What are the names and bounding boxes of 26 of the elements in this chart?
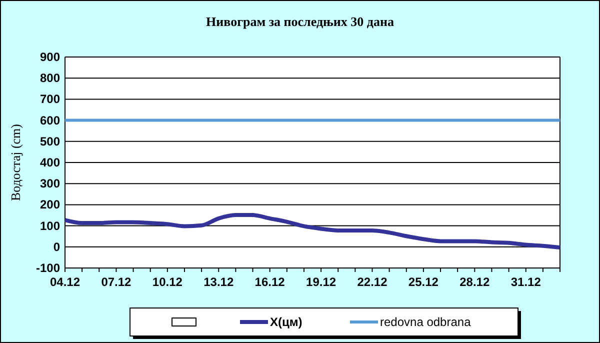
x-tick-label: 19.12 <box>306 275 336 289</box>
legend-label: X(цм) <box>270 315 302 329</box>
line-series <box>63 213 562 250</box>
x-tick-label: 04.12 <box>50 275 80 289</box>
y-tick-label: 800 <box>40 71 60 86</box>
x-tick-label: 22.12 <box>357 275 388 289</box>
legend-label: redovna odbrana <box>380 315 472 329</box>
chart-title: Нивограм за последњих 30 дана <box>206 14 394 29</box>
y-axis-title: Водостај (cm) <box>8 124 23 202</box>
y-tick-label: -100 <box>36 261 60 275</box>
y-tick-label: 400 <box>40 156 60 170</box>
x-tick-label: 28.12 <box>460 275 490 289</box>
x-tick-label: 10.12 <box>152 275 183 289</box>
y-tick-label: 200 <box>40 198 60 212</box>
y-tick-label: 900 <box>40 50 60 64</box>
y-tick-label: 600 <box>40 113 60 128</box>
x-tick-label: 07.12 <box>101 275 132 289</box>
x-tick-label: 13.12 <box>204 275 234 289</box>
x-tick-label: 25.12 <box>408 275 439 289</box>
y-tick-label: 700 <box>40 92 60 106</box>
x-tick-label: 31.12 <box>510 275 542 289</box>
x-tick-label: 16.12 <box>254 275 286 289</box>
y-tick-label: 100 <box>40 218 60 233</box>
y-tick-label: 500 <box>40 134 60 148</box>
y-tick-label: 0 <box>53 240 60 254</box>
y-tick-label: 300 <box>40 176 60 191</box>
